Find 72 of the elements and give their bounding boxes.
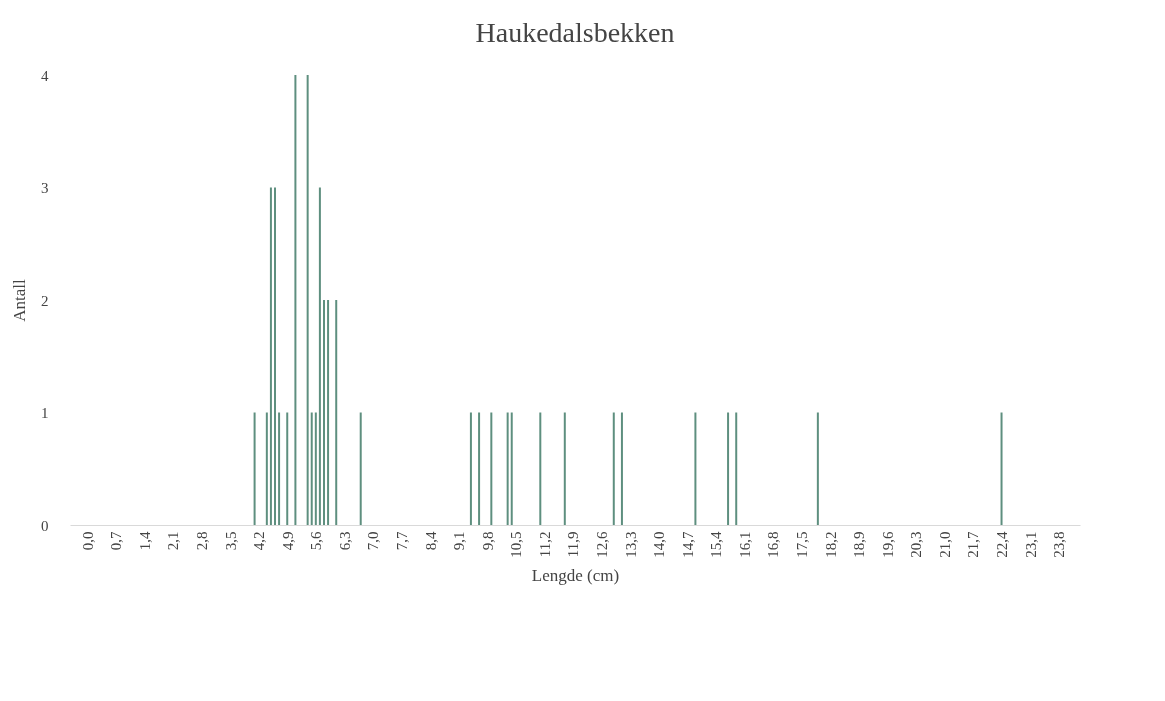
bar xyxy=(265,412,268,525)
bar xyxy=(335,300,338,525)
x-tick-label: 9,1 xyxy=(451,531,468,551)
x-tick-label: 21,0 xyxy=(936,531,953,558)
bar xyxy=(310,412,313,525)
x-tick-label: 9,8 xyxy=(479,531,496,551)
bar xyxy=(327,300,330,525)
x-tick-label: 20,3 xyxy=(908,531,925,558)
bar xyxy=(469,412,472,525)
x-tick-label: 10,5 xyxy=(508,531,525,558)
x-tick-label: 13,3 xyxy=(622,531,639,558)
bar xyxy=(286,412,289,525)
x-tick-label: 12,6 xyxy=(594,531,611,558)
x-tick-label: 19,6 xyxy=(879,531,896,558)
x-tick-label: 5,6 xyxy=(308,531,325,551)
chart-title: Haukedalsbekken xyxy=(475,17,675,48)
x-tick-label: 6,3 xyxy=(336,531,353,551)
x-tick-label: 8,4 xyxy=(422,531,439,551)
x-tick-label: 4,9 xyxy=(279,531,296,551)
bar xyxy=(727,412,730,525)
y-axis-title: Antall xyxy=(10,278,29,322)
bar xyxy=(278,412,281,525)
bar xyxy=(735,412,738,525)
bar xyxy=(1000,412,1003,525)
bar xyxy=(269,187,272,525)
bar xyxy=(322,300,325,525)
x-tick-label: 16,8 xyxy=(765,531,782,558)
x-tick-label: 23,8 xyxy=(1051,531,1068,558)
x-axis-title: Lengde (cm) xyxy=(531,565,620,585)
x-tick-label: 11,9 xyxy=(565,531,582,558)
y-tick-label: 3 xyxy=(41,180,49,196)
x-tick-label: 1,4 xyxy=(136,531,153,551)
bar xyxy=(612,412,615,525)
bar xyxy=(506,412,509,525)
x-tick-label: 2,8 xyxy=(194,531,211,551)
x-tick-label: 7,7 xyxy=(394,531,411,551)
x-tick-label: 17,5 xyxy=(794,531,811,558)
bar xyxy=(539,412,542,525)
bar xyxy=(294,75,297,525)
x-tick-label: 14,0 xyxy=(651,531,668,558)
x-tick-label: 7,0 xyxy=(365,531,382,551)
y-tick-label: 0 xyxy=(41,517,49,534)
x-tick-label: 15,4 xyxy=(708,531,725,558)
bar xyxy=(490,412,493,525)
x-tick-label: 18,2 xyxy=(822,531,839,558)
bar xyxy=(620,412,623,525)
bar xyxy=(510,412,513,525)
x-tick-label: 14,7 xyxy=(679,531,696,558)
bar xyxy=(563,412,566,525)
x-tick-label: 0,7 xyxy=(108,531,125,551)
x-tick-label: 18,9 xyxy=(851,531,868,558)
x-tick-label: 4,2 xyxy=(251,531,268,551)
y-tick-label: 2 xyxy=(41,292,49,309)
x-tick-label: 0,0 xyxy=(79,531,96,551)
x-tick-label: 11,2 xyxy=(536,531,553,558)
bar xyxy=(359,412,362,525)
x-tick-label: 2,1 xyxy=(165,531,182,551)
bar xyxy=(253,412,256,525)
x-tick-label: 21,7 xyxy=(965,531,982,558)
bar xyxy=(274,187,276,525)
bar xyxy=(306,75,309,525)
x-tick-label: 16,1 xyxy=(736,531,753,558)
bar xyxy=(478,412,481,525)
bar xyxy=(694,412,697,525)
bar xyxy=(816,412,819,525)
bar xyxy=(318,187,321,525)
bar xyxy=(314,412,317,525)
y-tick-label: 1 xyxy=(41,405,49,421)
x-tick-label: 23,1 xyxy=(1022,531,1039,558)
y-tick-label: 4 xyxy=(41,67,49,84)
x-tick-label: 22,4 xyxy=(994,531,1011,558)
x-tick-label: 3,5 xyxy=(222,531,239,551)
